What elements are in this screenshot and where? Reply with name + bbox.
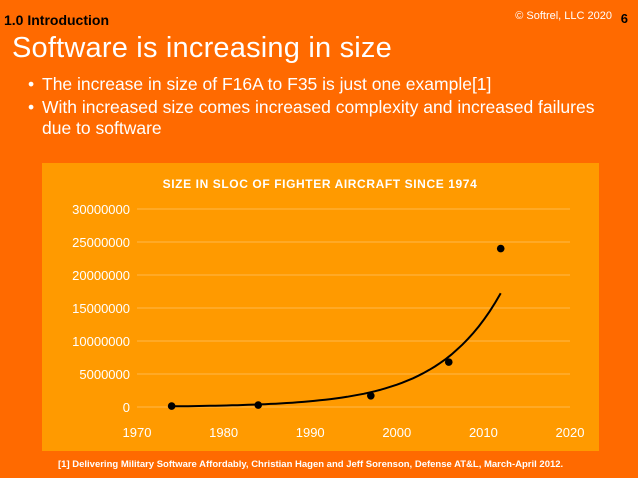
y-tick-label: 0 — [123, 400, 130, 415]
x-tick-label: 2000 — [382, 425, 411, 440]
data-point — [254, 401, 263, 409]
page-number: 6 — [620, 11, 628, 26]
chart-panel: SIZE IN SLOC OF FIGHTER AIRCRAFT SINCE 1… — [42, 163, 599, 451]
data-point — [496, 244, 505, 253]
bullet-item: The increase in size of F16A to F35 is j… — [28, 74, 608, 95]
scatter-chart: SIZE IN SLOC OF FIGHTER AIRCRAFT SINCE 1… — [72, 177, 585, 440]
y-tick-label: 25000000 — [72, 235, 130, 250]
x-tick-label: 1970 — [123, 425, 152, 440]
data-point — [367, 391, 375, 400]
y-tick-label: 20000000 — [72, 268, 130, 283]
x-tick-label: 1980 — [209, 425, 238, 440]
y-tick-label: 30000000 — [72, 202, 130, 217]
copyright-notice: © Softrel, LLC 2020 — [515, 10, 612, 22]
trendline — [171, 292, 502, 408]
data-point — [444, 358, 453, 366]
bullet-list: The increase in size of F16A to F35 is j… — [28, 74, 608, 141]
footnote: [1] Delivering Military Software Afforda… — [58, 459, 564, 470]
y-tick-label: 5000000 — [79, 367, 130, 382]
data-point — [167, 402, 176, 410]
bullet-item: With increased size comes increased comp… — [28, 97, 608, 139]
y-tick-label: 15000000 — [72, 301, 130, 316]
section-label: 1.0 Introduction — [4, 12, 109, 28]
x-tick-label: 1990 — [296, 425, 325, 440]
slide-title: Software is increasing in size — [12, 32, 392, 64]
y-tick-label: 10000000 — [72, 334, 130, 349]
x-tick-label: 2020 — [556, 425, 585, 440]
x-tick-label: 2010 — [469, 425, 498, 440]
chart-title: SIZE IN SLOC OF FIGHTER AIRCRAFT SINCE 1… — [163, 177, 478, 191]
